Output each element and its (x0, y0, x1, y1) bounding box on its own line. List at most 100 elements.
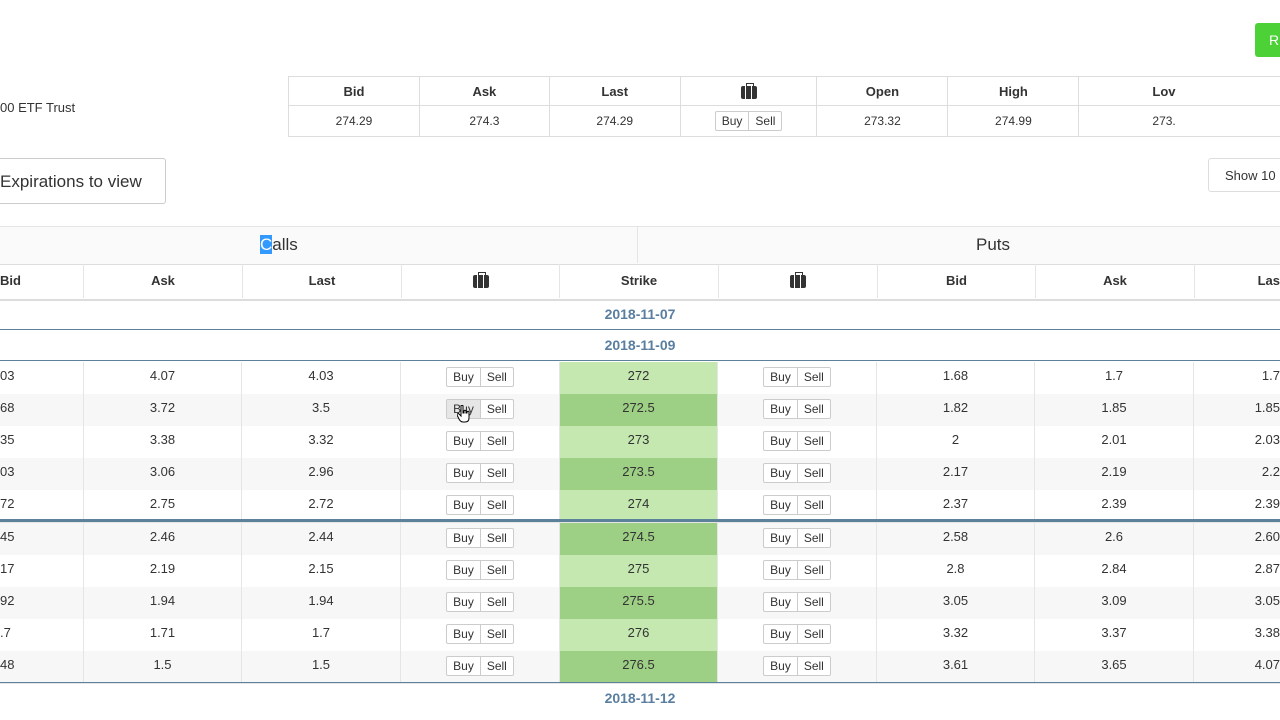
put-trade-cell: Buy Sell (717, 458, 876, 490)
briefcase-icon (740, 82, 757, 99)
sell-button[interactable]: Sell (796, 625, 830, 643)
sell-button[interactable]: Sell (479, 400, 513, 418)
call-last-cell: 4.03 (241, 362, 400, 394)
buy-button[interactable]: Buy (453, 434, 474, 448)
buy-button[interactable]: Buy (770, 370, 791, 384)
sell-button[interactable]: Sell (479, 368, 513, 386)
quote-sell-button[interactable]: Sell (748, 112, 781, 130)
put-bid-cell: 2.8 (876, 555, 1034, 587)
quote-ask: 274.3 (418, 105, 550, 137)
call-bid-cell: 03 (0, 464, 15, 479)
call-bid-cell: 72 (0, 496, 15, 511)
quote-table: Bid Ask Last Open High Lov 274.29 274.3 … (288, 76, 1280, 137)
sell-button[interactable]: Sell (796, 529, 830, 547)
quote-buy-button[interactable]: Buy (721, 114, 743, 128)
quote-last: 274.29 (548, 105, 681, 137)
expiration-date-row[interactable]: 2018-11-12 (0, 682, 1280, 713)
quote-header-high: High (947, 76, 1079, 106)
call-trade-cell: Buy Sell (400, 555, 559, 587)
call-ask-cell: 3.38 (83, 426, 241, 458)
sell-button[interactable]: Sell (796, 657, 830, 675)
put-last-cell: 3.38 (1193, 619, 1280, 651)
col-call-portfolio (401, 264, 559, 298)
buy-button[interactable]: Buy (770, 402, 791, 416)
put-bid-cell: 2.17 (876, 458, 1034, 490)
sell-button[interactable]: Sell (796, 593, 830, 611)
buy-button[interactable]: Buy (453, 466, 474, 480)
put-ask-cell: 1.85 (1034, 394, 1193, 426)
put-bid-cell: 2.58 (876, 523, 1034, 555)
show-count-button[interactable]: Show 10 (1208, 158, 1280, 192)
buy-button[interactable]: Buy (770, 595, 791, 609)
sell-button[interactable]: Sell (796, 368, 830, 386)
buy-button[interactable]: Buy (453, 370, 474, 384)
sell-button[interactable]: Sell (479, 657, 513, 675)
put-last-cell: 1.85 (1193, 394, 1280, 426)
quote-header-low: Lov (1078, 76, 1280, 106)
buy-button[interactable]: Buy (770, 563, 791, 577)
expirations-to-view-button[interactable]: Expirations to view (0, 158, 166, 204)
call-bid-cell: 45 (0, 529, 15, 544)
sell-button[interactable]: Sell (796, 496, 830, 514)
sell-button[interactable]: Sell (796, 464, 830, 482)
buy-button[interactable]: Buy (453, 498, 474, 512)
buy-button[interactable]: Buy (770, 498, 791, 512)
calls-label: Calls (260, 235, 298, 255)
sell-button[interactable]: Sell (796, 561, 830, 579)
buy-button[interactable]: Buy (770, 659, 791, 673)
put-bid-cell: 3.32 (876, 619, 1034, 651)
put-bid-cell: 2 (876, 426, 1034, 458)
call-trade-cell: Buy Sell (400, 458, 559, 490)
buy-button[interactable]: Buy (770, 466, 791, 480)
sell-button[interactable]: Sell (479, 625, 513, 643)
sell-button[interactable]: Sell (479, 464, 513, 482)
buy-sell-group: Buy Sell (446, 592, 514, 612)
header-action-button[interactable]: R (1255, 23, 1280, 57)
quote-header-ask: Ask (418, 76, 550, 106)
buy-button[interactable]: Buy (453, 595, 474, 609)
sell-button[interactable]: Sell (479, 529, 513, 547)
buy-sell-group: Buy Sell (763, 560, 831, 580)
buy-button[interactable]: Buy (453, 627, 474, 641)
expiration-date-row[interactable]: 2018-11-09 (0, 330, 1280, 361)
sell-button[interactable]: Sell (479, 432, 513, 450)
call-bid-cell: .7 (0, 625, 11, 640)
sell-button[interactable]: Sell (479, 561, 513, 579)
buy-button[interactable]: Buy (453, 659, 474, 673)
buy-button[interactable]: Buy (770, 627, 791, 641)
call-bid-cell: 17 (0, 561, 15, 576)
buy-button[interactable]: Buy (453, 563, 474, 577)
call-bid-cell: 48 (0, 657, 15, 672)
put-trade-cell: Buy Sell (717, 555, 876, 587)
quote-trade-cell: Buy Sell (679, 105, 817, 137)
strike-cell: 272 (559, 362, 717, 394)
buy-sell-group: Buy Sell (763, 495, 831, 515)
sell-button[interactable]: Sell (796, 400, 830, 418)
put-last-cell: 2.39 (1193, 490, 1280, 522)
put-ask-cell: 2.6 (1034, 523, 1193, 555)
col-put-portfolio (718, 264, 877, 298)
put-last-cell: 2.87 (1193, 555, 1280, 587)
buy-sell-group: Buy Sell (763, 624, 831, 644)
expiration-date-row[interactable]: 2018-11-07 (0, 299, 1280, 330)
col-put-last: Las (1194, 264, 1280, 298)
sell-button[interactable]: Sell (479, 496, 513, 514)
put-trade-cell: Buy Sell (717, 426, 876, 458)
strike-cell: 273 (559, 426, 717, 458)
buy-sell-group: Buy Sell (763, 431, 831, 451)
buy-button[interactable]: Buy (770, 434, 791, 448)
call-trade-cell: Buy Sell (400, 523, 559, 555)
sell-button[interactable]: Sell (479, 593, 513, 611)
put-bid-cell: 1.82 (876, 394, 1034, 426)
sell-button[interactable]: Sell (796, 432, 830, 450)
call-bid-cell: 03 (0, 368, 15, 383)
call-last-cell: 2.96 (241, 458, 400, 490)
buy-button[interactable]: Buy (453, 531, 474, 545)
put-trade-cell: Buy Sell (717, 394, 876, 426)
hand-pointer-icon (457, 405, 470, 423)
quote-low: 273. (1078, 105, 1280, 137)
put-last-cell: 2.2 (1193, 458, 1280, 490)
buy-button[interactable]: Buy (770, 531, 791, 545)
buy-sell-group: Buy Sell (763, 399, 831, 419)
put-last-cell: 3.05 (1193, 587, 1280, 619)
